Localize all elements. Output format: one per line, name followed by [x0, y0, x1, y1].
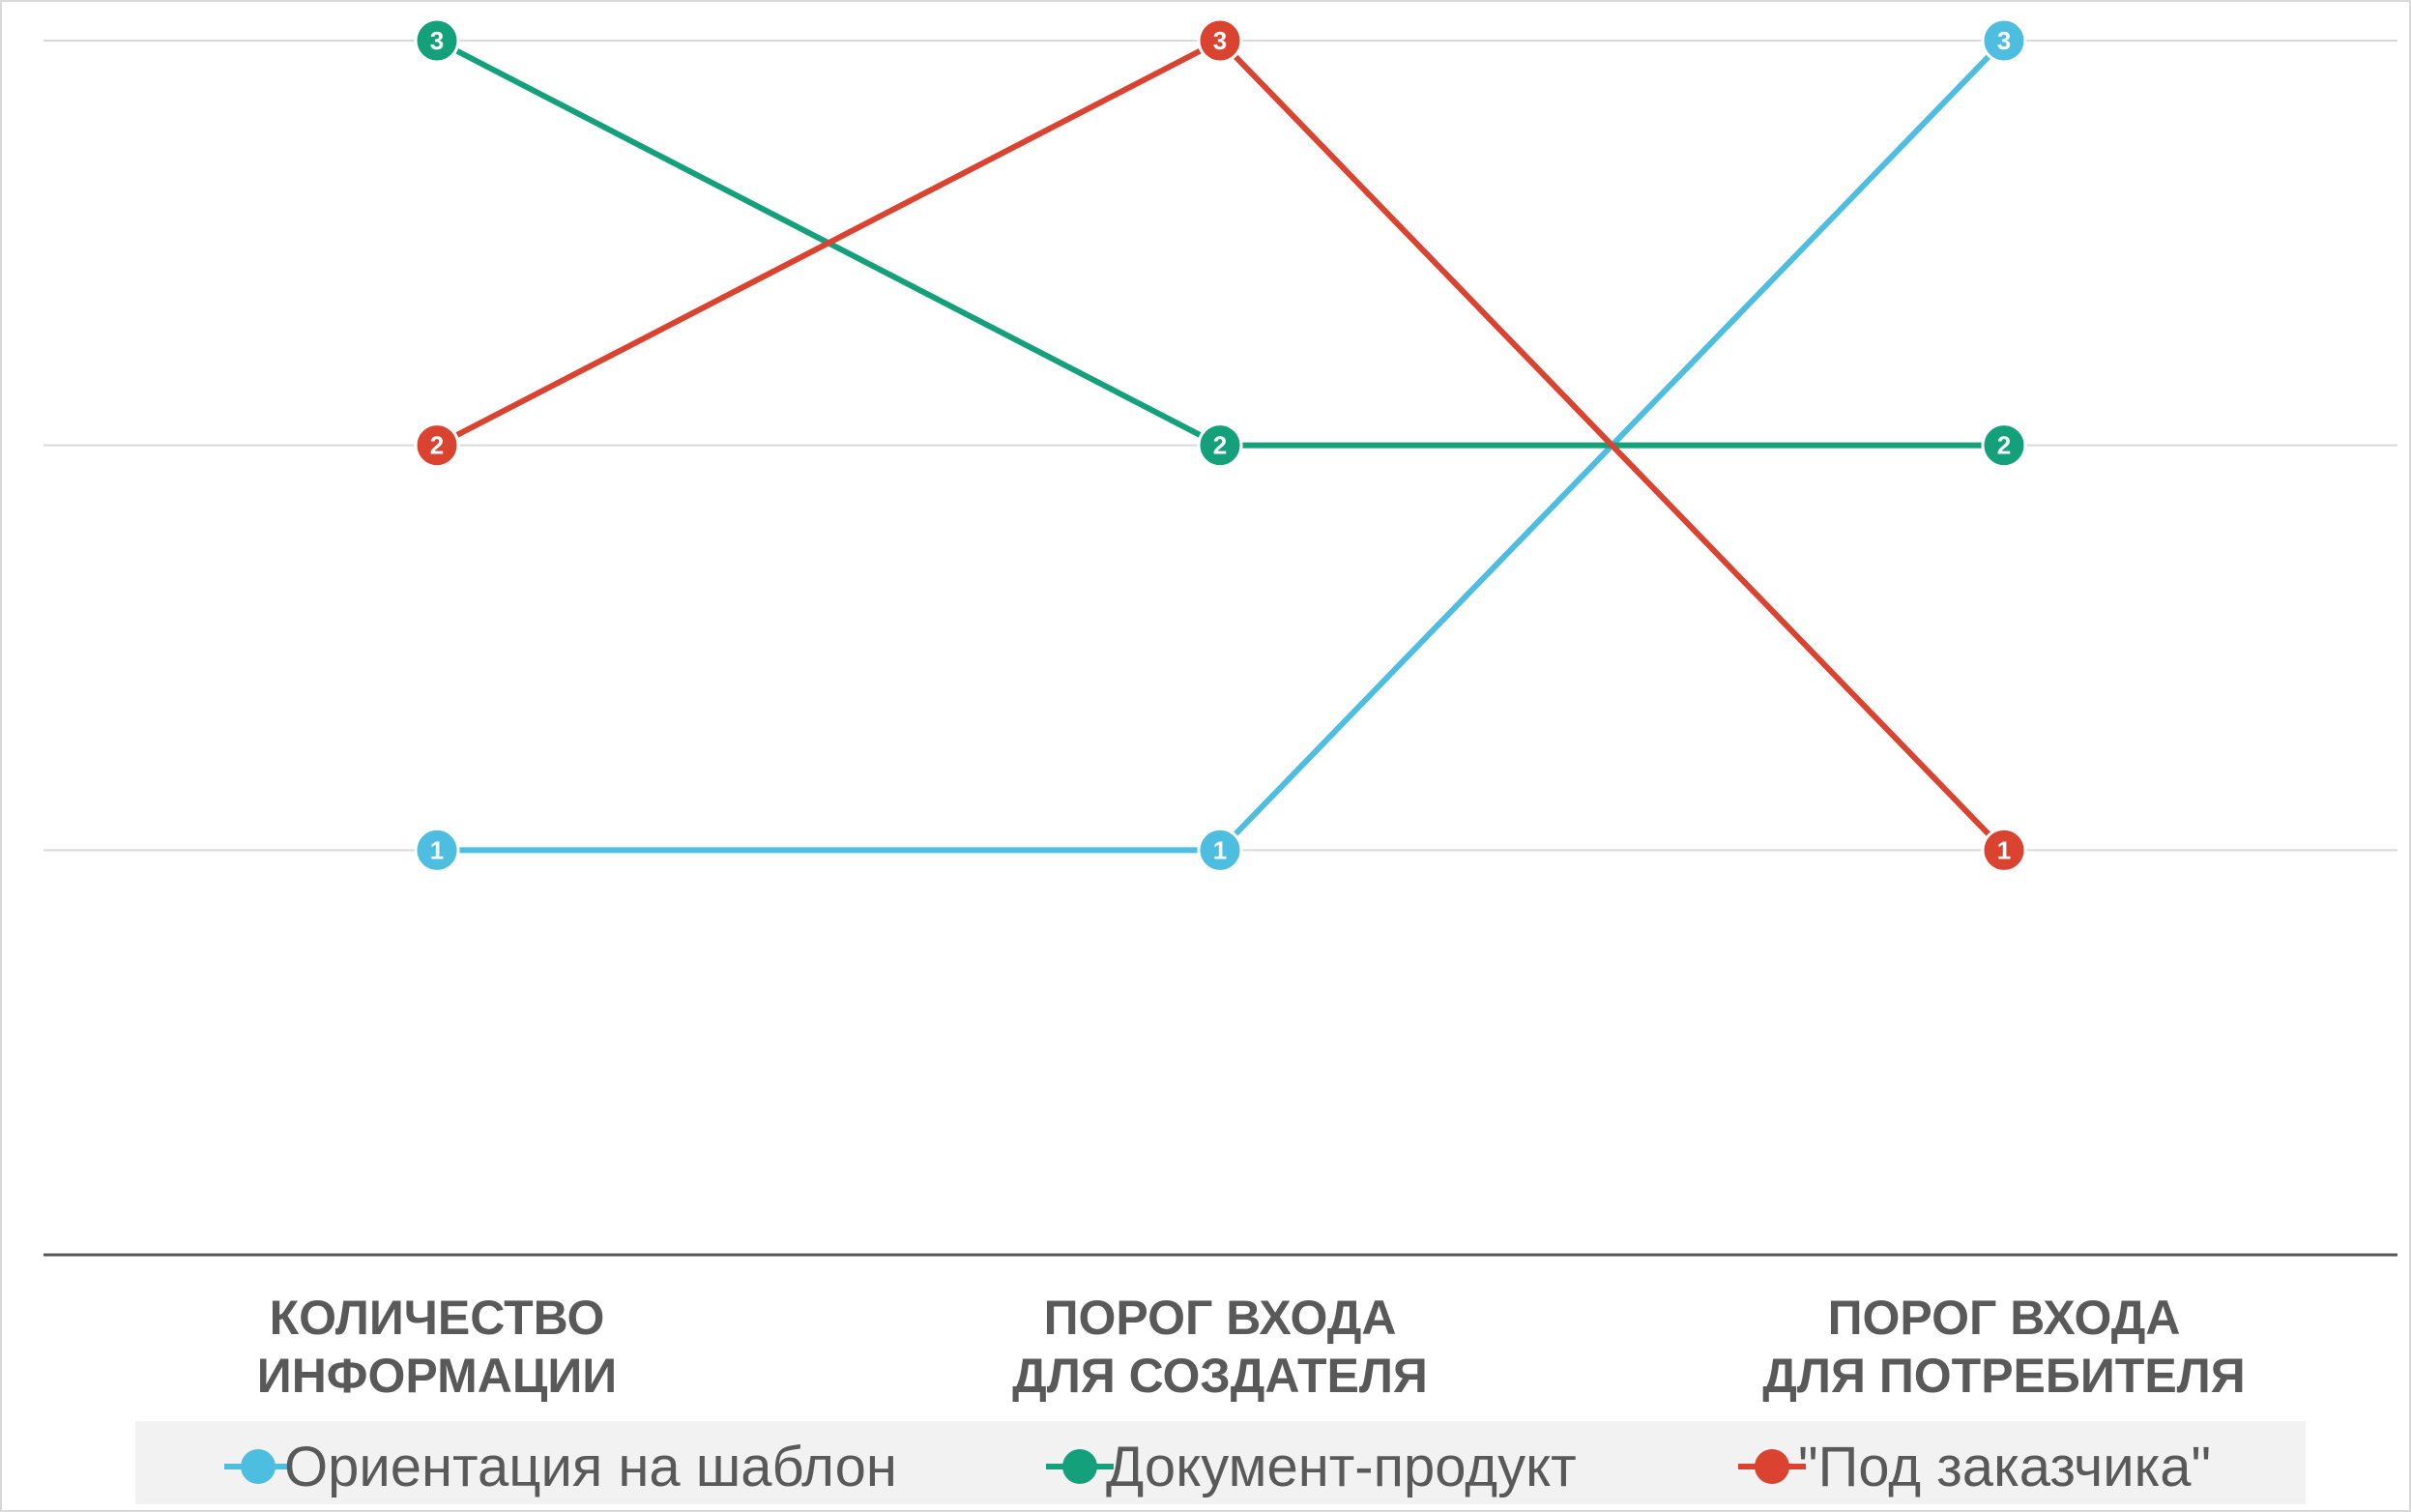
- data-point: [1981, 827, 2027, 873]
- data-label: 3: [430, 26, 444, 55]
- data-label: 1: [1213, 835, 1227, 864]
- data-point: [1197, 422, 1243, 469]
- legend-swatch-marker: [1755, 1449, 1789, 1484]
- legend-background: [135, 1421, 2306, 1504]
- legend-entry: "Под заказчика": [1798, 1436, 2211, 1498]
- data-point: [1981, 422, 2027, 469]
- data-point: [414, 422, 460, 469]
- legend-swatch-marker: [1062, 1449, 1097, 1484]
- data-label: 2: [1997, 431, 2011, 460]
- data-point: [414, 17, 460, 64]
- data-label: 2: [430, 431, 444, 460]
- data-point: [1197, 827, 1243, 873]
- category-label: КОЛИЧЕСТВО ИНФОРМАЦИИ: [257, 1291, 617, 1403]
- legend: Ориентация на шаблон Документ-продукт "Под…: [224, 1436, 2211, 1498]
- data-points: 1 1 3 3 2 2 2 3 1: [414, 17, 2027, 873]
- category-label: ПОРОГ ВХОДА ДЛЯ ПОТРЕБИТЕЛЯ: [1762, 1291, 2245, 1403]
- data-label: 2: [1213, 431, 1227, 460]
- data-label: 3: [1997, 26, 2011, 55]
- data-label: 3: [1213, 26, 1227, 55]
- data-point: [414, 827, 460, 873]
- data-point: [1197, 17, 1243, 64]
- category-labels: КОЛИЧЕСТВО ИНФОРМАЦИИ ПОРОГ ВХОДА ДЛЯ СОЗДА…: [257, 1291, 2246, 1403]
- data-label: 1: [430, 835, 444, 864]
- legend-entry: Ориентация на шаблон: [284, 1436, 897, 1498]
- category-label: ПОРОГ ВХОДА ДЛЯ СОЗДАТЕЛЯ: [1012, 1291, 1428, 1403]
- legend-swatch-marker: [241, 1449, 276, 1484]
- data-point: [1981, 17, 2027, 64]
- legend-entry: Документ-продукт: [1106, 1436, 1577, 1498]
- data-label: 1: [1997, 835, 2011, 864]
